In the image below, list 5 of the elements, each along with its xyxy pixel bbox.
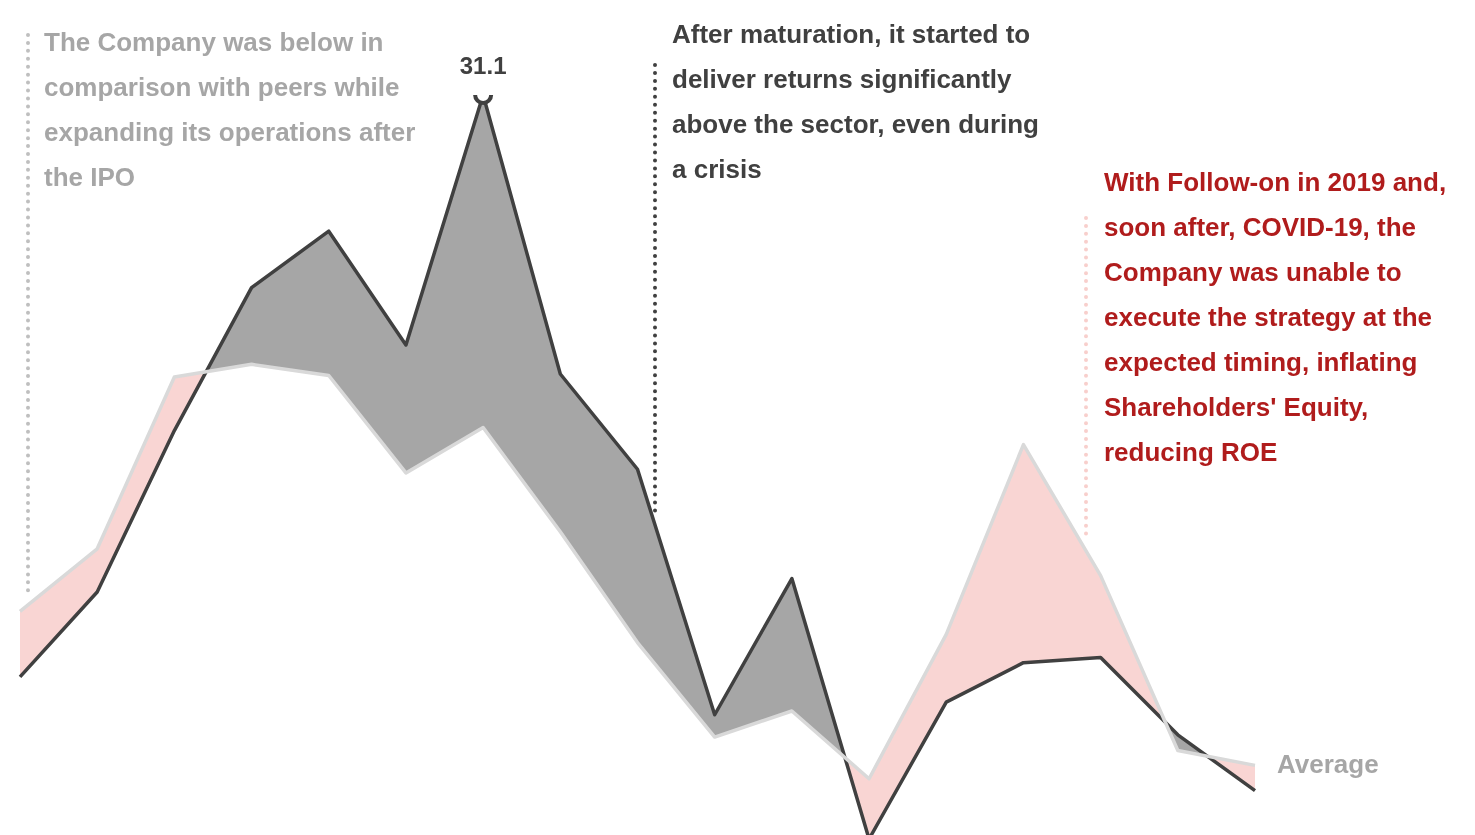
annotation: 31.1 — [459, 51, 507, 79]
series-label: Average — [1277, 748, 1379, 779]
annotation: With Follow-on in 2019 and, soon after, COVID-19, the Company was unable to execute the strategy at the expected timing, inflating Shareholders' Equity, reducing ROE — [1104, 166, 1448, 469]
annotation: After maturation, it started to deliver returns significantly above the sector, even during a crisis — [672, 18, 1040, 186]
annotation: The Company was below in comparison with peers while expanding its operations after the IPO — [44, 26, 417, 194]
